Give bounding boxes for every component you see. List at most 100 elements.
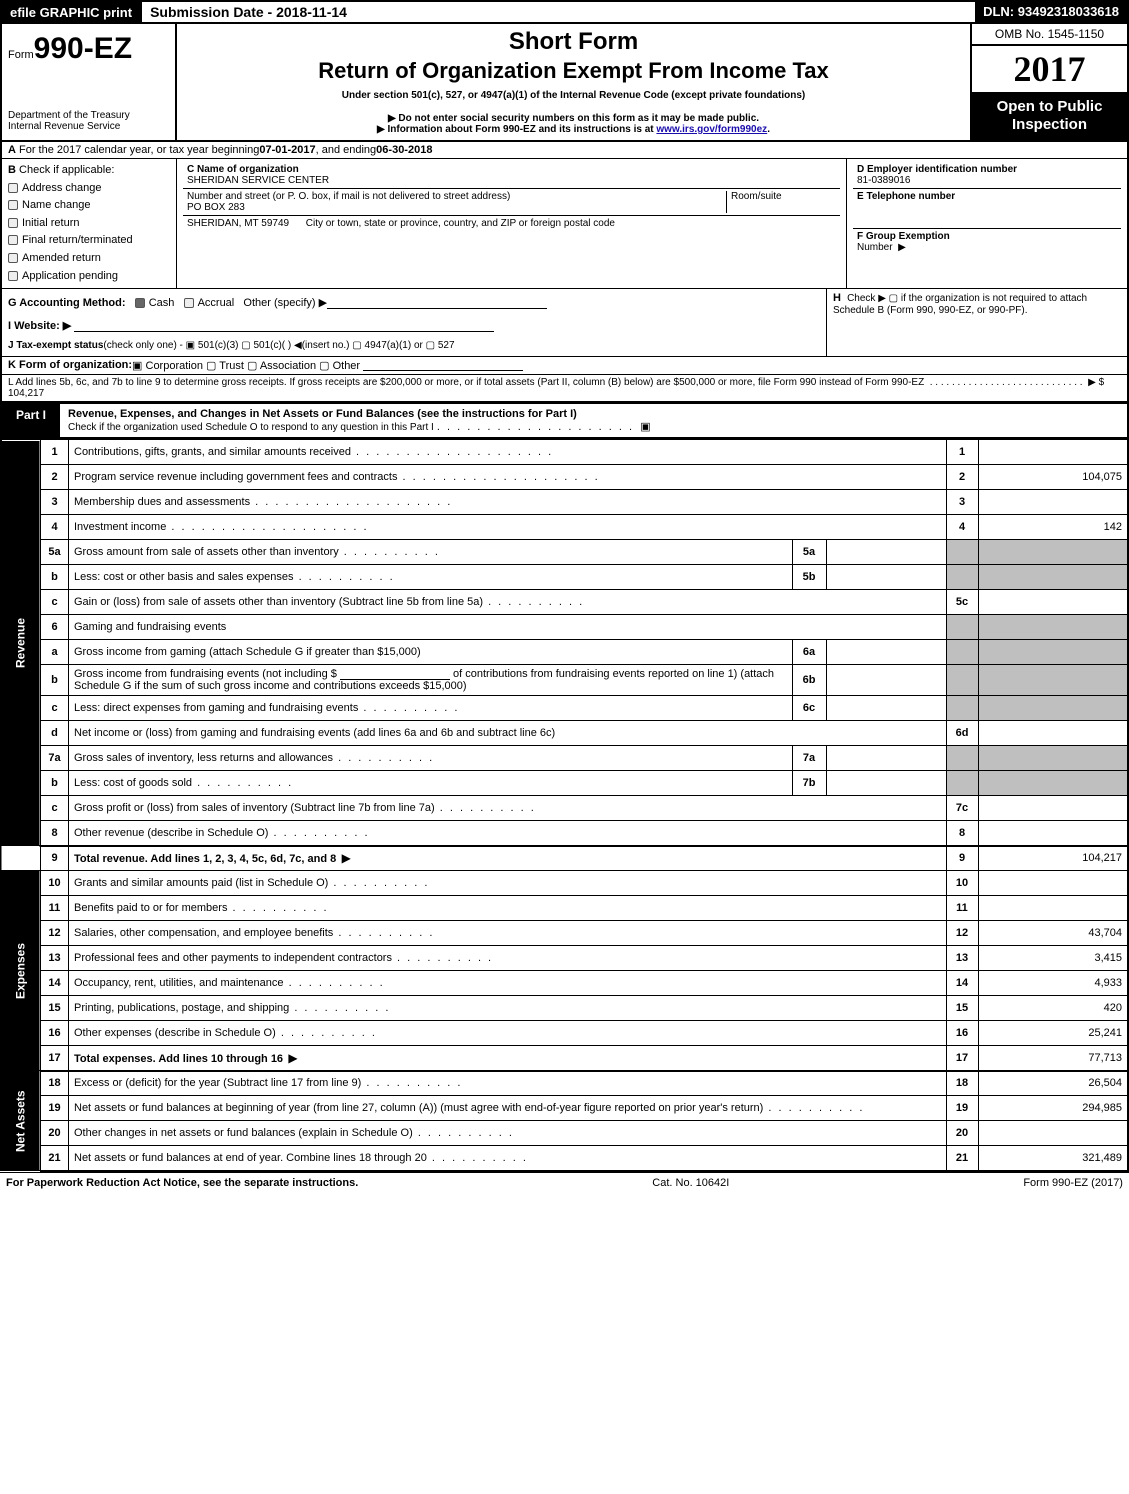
- efile-print-label: efile GRAPHIC print: [2, 2, 140, 22]
- m-7a: 7a: [792, 746, 826, 771]
- r-11: 11: [946, 896, 978, 921]
- v-21: 321,489: [978, 1146, 1128, 1171]
- city-label: City or town, state or province, country…: [306, 218, 615, 229]
- l6b-text1: Gross income from fundraising events (no…: [74, 668, 340, 680]
- r-14: 14: [946, 971, 978, 996]
- v-20: [978, 1121, 1128, 1146]
- l-amount: 104,217: [8, 388, 44, 399]
- v-13: 3,415: [978, 946, 1128, 971]
- 6b-amount-input[interactable]: [340, 668, 450, 680]
- r-9: 9: [946, 846, 978, 871]
- ln-14: 14: [41, 971, 69, 996]
- l13-text: Professional fees and other payments to …: [74, 952, 392, 964]
- v-3: [978, 490, 1128, 515]
- l6a-text: Gross income from gaming (attach Schedul…: [69, 640, 793, 665]
- dln: DLN: 93492318033618: [975, 2, 1127, 22]
- v-17: 77,713: [978, 1046, 1128, 1071]
- ln-18: 18: [41, 1071, 69, 1096]
- website-input[interactable]: [74, 320, 494, 332]
- other-specify-input[interactable]: [327, 297, 547, 309]
- v-5c: [978, 590, 1128, 615]
- tab-expenses: Expenses: [1, 871, 41, 1071]
- v-7c: [978, 796, 1128, 821]
- r-5c: 5c: [946, 590, 978, 615]
- dots-10: [328, 877, 429, 889]
- mv-7a: [826, 746, 946, 771]
- l6c-text: Less: direct expenses from gaming and fu…: [74, 702, 459, 714]
- irs-link[interactable]: www.irs.gov/form990ez: [656, 124, 767, 135]
- omb-number: OMB No. 1545-1150: [972, 24, 1127, 46]
- r-4: 4: [946, 515, 978, 540]
- main-title: Return of Organization Exempt From Incom…: [187, 58, 960, 84]
- l17-text: Total expenses. Add lines 10 through 16: [74, 1053, 283, 1065]
- tax-year: 2017: [972, 46, 1127, 92]
- chk-final-return[interactable]: [8, 235, 18, 245]
- b-item-5: Application pending: [22, 270, 118, 282]
- part1-tab: Part I: [2, 404, 60, 437]
- m-7b: 7b: [792, 771, 826, 796]
- m-6a: 6a: [792, 640, 826, 665]
- v-5b-shade: [978, 565, 1128, 590]
- dots-5c: [483, 596, 584, 608]
- c-label: C Name of organization: [187, 164, 299, 175]
- v-5a-shade: [978, 540, 1128, 565]
- v-8: [978, 821, 1128, 846]
- k-label: K Form of organization:: [8, 359, 132, 372]
- b-item-2: Initial return: [22, 217, 79, 229]
- r-2: 2: [946, 465, 978, 490]
- part1-bar: Part I Revenue, Expenses, and Changes in…: [0, 403, 1129, 439]
- tab-revenue: Revenue: [1, 440, 41, 846]
- k-other-input[interactable]: [363, 359, 523, 371]
- i-label: I Website: ▶: [8, 320, 71, 332]
- r-7c: 7c: [946, 796, 978, 821]
- info-suffix: .: [767, 124, 770, 135]
- ln-6b: b: [41, 665, 69, 696]
- addr-label: Number and street (or P. O. box, if mail…: [187, 191, 726, 202]
- r-17: 17: [946, 1046, 978, 1071]
- chk-name-change[interactable]: [8, 200, 18, 210]
- v-9: 104,217: [978, 846, 1128, 871]
- dots-12: [333, 927, 434, 939]
- v-2: 104,075: [978, 465, 1128, 490]
- v-6b-shade: [978, 665, 1128, 696]
- v-6c-shade: [978, 696, 1128, 721]
- dots-20: [413, 1127, 514, 1139]
- r-1: 1: [946, 440, 978, 465]
- l11-text: Benefits paid to or for members: [74, 902, 227, 914]
- chk-application-pending[interactable]: [8, 271, 18, 281]
- section-c: C Name of organization SHERIDAN SERVICE …: [177, 159, 847, 288]
- form-header: Form990-EZ Department of the Treasury In…: [0, 24, 1129, 142]
- chk-amended-return[interactable]: [8, 253, 18, 263]
- b-item-0: Address change: [22, 182, 102, 194]
- part1-title: Revenue, Expenses, and Changes in Net As…: [60, 404, 1127, 437]
- top-bar: efile GRAPHIC print Submission Date - 20…: [0, 0, 1129, 24]
- dots-21: [427, 1152, 528, 1164]
- line-a-mid: , and ending: [316, 144, 377, 156]
- dots-19: [763, 1102, 864, 1114]
- m-5b: 5b: [792, 565, 826, 590]
- r-13: 13: [946, 946, 978, 971]
- ln-10: 10: [41, 871, 69, 896]
- g-cash: Cash: [149, 297, 175, 309]
- l7b-text: Less: cost of goods sold: [74, 777, 293, 789]
- chk-initial-return[interactable]: [8, 218, 18, 228]
- l1-text: Contributions, gifts, grants, and simila…: [74, 446, 553, 458]
- tab-blank: [1, 846, 41, 871]
- ln-17: 17: [41, 1046, 69, 1071]
- l-amt-label: ▶ $: [1088, 377, 1104, 388]
- chk-accrual[interactable]: [184, 298, 194, 308]
- r-3: 3: [946, 490, 978, 515]
- v-6-shade: [978, 615, 1128, 640]
- e-label: E Telephone number: [857, 191, 955, 202]
- f-label: F Group Exemption: [857, 231, 950, 242]
- l-text: L Add lines 5b, 6c, and 7b to line 9 to …: [8, 377, 924, 388]
- irs-label: Internal Revenue Service: [8, 121, 169, 132]
- h-label: H: [833, 292, 841, 304]
- line-l: L Add lines 5b, 6c, and 7b to line 9 to …: [0, 375, 1129, 403]
- ln-16: 16: [41, 1021, 69, 1046]
- v-10: [978, 871, 1128, 896]
- chk-address-change[interactable]: [8, 183, 18, 193]
- chk-cash[interactable]: [135, 298, 145, 308]
- form-number: Form990-EZ: [8, 32, 169, 66]
- r-15: 15: [946, 996, 978, 1021]
